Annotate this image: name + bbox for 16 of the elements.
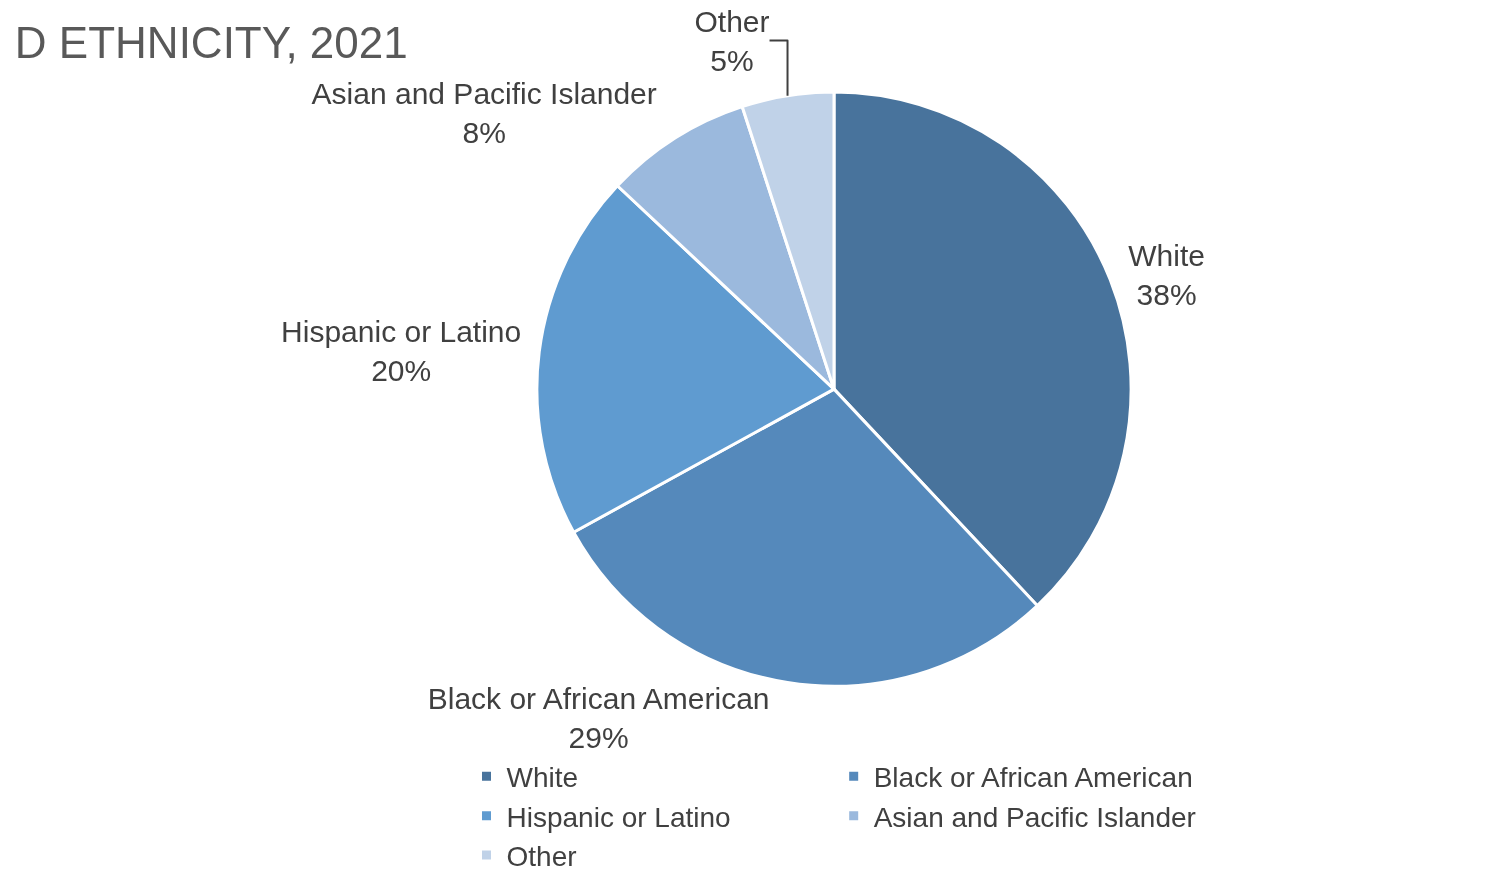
slice-label: Other [694,4,770,38]
legend-label: Hispanic or Latino [506,801,731,833]
slice-label: Black or African American [427,681,770,715]
data-label: 8% [462,115,506,149]
chart-title: D ETHNICITY, 2021 [14,17,408,67]
legend-label: Black or African American [873,762,1193,794]
slice-label: Asian and Pacific Islander [311,76,657,110]
legend-label: Other [506,840,577,872]
slice-label: Hispanic or Latino [281,315,522,349]
data-label: 29% [568,720,629,754]
data-label: 5% [710,43,754,77]
data-label: 20% [371,354,432,388]
legend-label: White [506,762,579,794]
data-label: 38% [1136,277,1197,311]
legend-label: Asian and Pacific Islander [873,801,1196,833]
slice-label: White [1128,238,1205,272]
